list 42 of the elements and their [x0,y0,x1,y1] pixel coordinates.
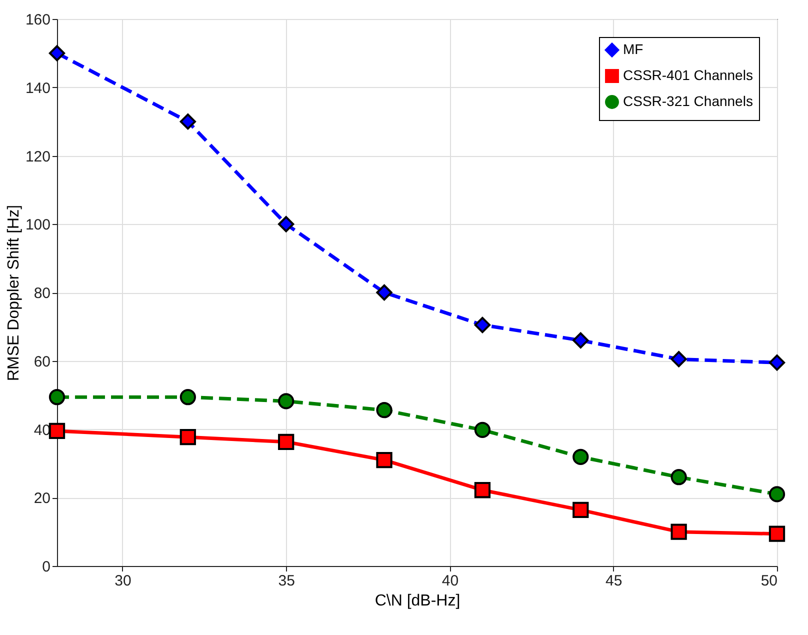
point [768,486,786,502]
y-tick-label: 120 [25,148,50,166]
x-tick-label: 50 [760,572,778,590]
point [48,422,66,440]
point [180,113,196,130]
point [670,524,687,540]
y-axis-title: RMSE Doppler Shift [Hz] [5,204,22,382]
point [474,482,491,498]
point [670,469,687,486]
legend-label: MF [623,41,644,57]
point [48,45,66,62]
point [180,429,196,446]
x-tick-label: 30 [114,572,132,590]
point [572,332,589,348]
legend-label: CSSR-321 Channels [623,93,753,109]
x-axis-title: C\N [dB-Hz] [374,592,460,610]
point [376,402,392,418]
point [376,452,392,468]
point [572,448,589,465]
point [572,502,589,518]
x-tick-label: 40 [442,572,459,590]
x-tick-label: 35 [278,572,295,590]
y-tick-label: 100 [25,216,50,234]
point [474,422,491,438]
y-tick-label: 20 [34,490,50,508]
point [474,316,491,334]
point [180,389,196,406]
point [278,434,294,450]
point [376,284,392,301]
point [768,526,786,542]
point [670,351,687,368]
point [768,354,786,371]
y-tick-label: 160 [25,12,50,28]
x-tick-label: 45 [606,572,622,590]
y-tick-label: 140 [25,80,50,97]
point [278,216,294,232]
y-tick-label: 60 [34,353,50,370]
point [278,393,294,410]
legend-label: CSSR-401 Channels [623,67,753,83]
y-tick-label: 80 [34,285,50,302]
point [48,389,66,406]
y-tick-label: 0 [42,558,50,576]
